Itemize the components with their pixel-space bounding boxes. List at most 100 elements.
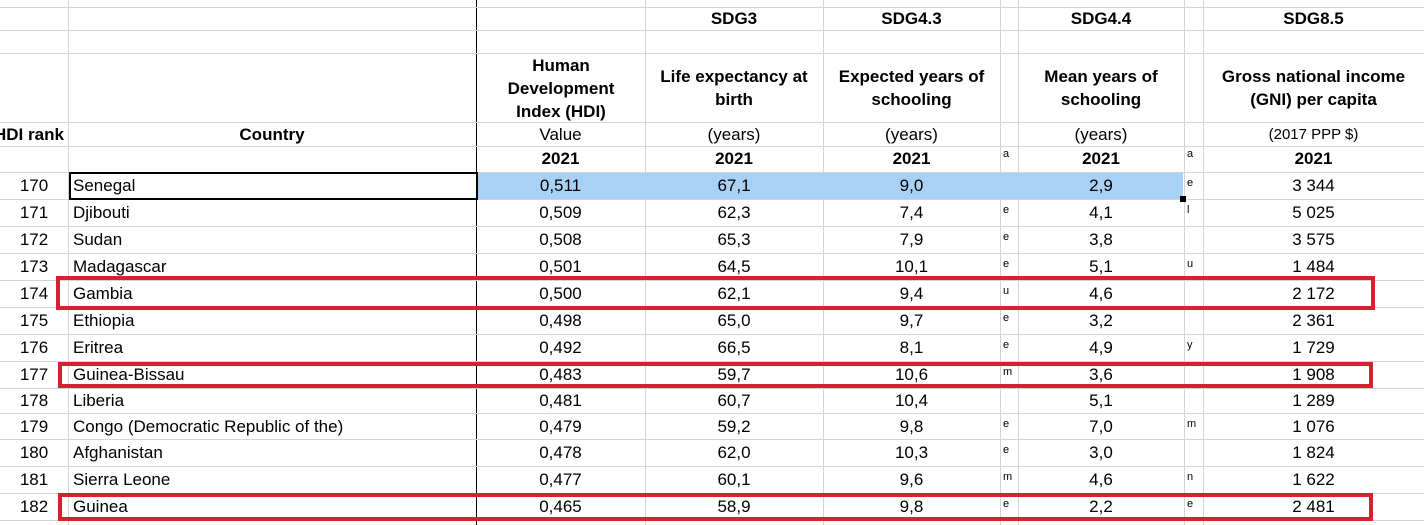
cell-gni[interactable]: 3 575 (1292, 230, 1335, 249)
cell-hdi-value[interactable]: 0,481 (539, 391, 582, 410)
cell-hdi-rank[interactable]: 170 (19, 176, 49, 195)
cell-life-expectancy[interactable]: 62,1 (717, 284, 751, 303)
cell-hdi-rank[interactable]: 179 (19, 417, 49, 436)
cell-mean-schooling[interactable]: 3,0 (1089, 443, 1113, 462)
header-life-expectancy[interactable]: Life expectancy at birth (660, 67, 808, 109)
active-cell[interactable] (69, 172, 478, 200)
cell-hdi-rank[interactable]: 173 (19, 257, 49, 276)
cell-mean-schooling[interactable]: 3,8 (1089, 230, 1113, 249)
cell-expected-schooling[interactable]: 10,1 (894, 257, 929, 276)
cell-gni[interactable]: 5 025 (1292, 203, 1335, 222)
cell-hdi-value[interactable]: 0,483 (539, 365, 582, 384)
cell-expected-schooling[interactable]: 8,1 (899, 338, 924, 357)
cell-hdi-rank[interactable]: 182 (19, 497, 49, 516)
cell-gni[interactable]: 1 289 (1292, 391, 1335, 410)
cell-hdi-value[interactable]: 0,478 (539, 443, 582, 462)
cell-life-expectancy[interactable]: 65,3 (717, 230, 751, 249)
header-gni[interactable]: Gross national income (GNI) per capita (1221, 67, 1406, 109)
cell-hdi-value[interactable]: 0,500 (539, 284, 582, 303)
cell-expected-schooling[interactable]: 7,4 (899, 203, 924, 222)
cell-country[interactable]: Afghanistan (73, 443, 163, 462)
cell-hdi-rank[interactable]: 171 (19, 203, 49, 222)
cell-hdi-rank[interactable]: 176 (19, 338, 49, 357)
cell-life-expectancy[interactable]: 59,2 (717, 417, 751, 436)
cell-expected-schooling[interactable]: 9,8 (899, 497, 924, 516)
cell-hdi-value[interactable]: 0,509 (539, 203, 582, 222)
cell-life-expectancy[interactable]: 67,1 (717, 176, 751, 195)
cell-gni[interactable]: 1 622 (1292, 470, 1335, 489)
cell-mean-schooling[interactable]: 7,0 (1089, 417, 1113, 436)
cell-hdi-value[interactable]: 0,477 (539, 470, 582, 489)
header-hdi[interactable]: Human Development Index (HDI) (507, 56, 615, 121)
cell-mean-schooling[interactable]: 2,2 (1089, 497, 1113, 516)
cell-country[interactable]: Congo (Democratic Republic of the) (73, 417, 344, 436)
cell-hdi-value[interactable]: 0,501 (539, 257, 582, 276)
cell-country[interactable]: Senegal (73, 176, 136, 195)
selection-range[interactable] (478, 173, 1183, 199)
cell-expected-schooling[interactable]: 10,6 (894, 365, 929, 384)
cell-mean-schooling[interactable]: 4,1 (1089, 203, 1113, 222)
cell-hdi-value[interactable]: 0,511 (539, 176, 582, 195)
cell-mean-schooling[interactable]: 5,1 (1089, 257, 1113, 276)
cell-hdi-rank[interactable]: 172 (19, 230, 49, 249)
cell-country[interactable]: Guinea (73, 497, 128, 516)
cell-hdi-value[interactable]: 0,465 (539, 497, 582, 516)
cell-country[interactable]: Sudan (73, 230, 123, 249)
cell-expected-schooling[interactable]: 9,4 (899, 284, 924, 303)
cell-mean-schooling[interactable]: 5,1 (1089, 391, 1113, 410)
cell-country[interactable]: Madagascar (73, 257, 167, 276)
header-country[interactable]: Country (239, 125, 305, 144)
cell-life-expectancy[interactable]: 62,0 (717, 443, 751, 462)
cell-hdi-rank[interactable]: 175 (19, 311, 49, 330)
cell-expected-schooling[interactable]: 10,3 (894, 443, 929, 462)
cell-gni[interactable]: 1 729 (1292, 338, 1335, 357)
cell-hdi-value[interactable]: 0,492 (539, 338, 582, 357)
cell-life-expectancy[interactable]: 58,9 (717, 497, 751, 516)
cell-mean-schooling[interactable]: 4,9 (1089, 338, 1113, 357)
cell-life-expectancy[interactable]: 64,5 (717, 257, 751, 276)
cell-life-expectancy[interactable]: 66,5 (717, 338, 751, 357)
cell-expected-schooling[interactable]: 9,7 (899, 311, 924, 330)
cell-life-expectancy[interactable]: 60,1 (717, 470, 751, 489)
cell-expected-schooling[interactable]: 9,6 (899, 470, 924, 489)
cell-hdi-rank[interactable]: 174 (19, 284, 49, 303)
cell-mean-schooling[interactable]: 3,6 (1089, 365, 1113, 384)
cell-expected-schooling[interactable]: 7,9 (899, 230, 924, 249)
cell-hdi-rank[interactable]: 180 (19, 443, 49, 462)
cell-country[interactable]: Liberia (73, 391, 125, 410)
cell-mean-schooling[interactable]: 4,6 (1089, 470, 1113, 489)
header-expected-schooling[interactable]: Expected years of schooling (838, 67, 985, 109)
cell-life-expectancy[interactable]: 62,3 (717, 203, 751, 222)
cell-gni[interactable]: 1 484 (1292, 257, 1335, 276)
cell-life-expectancy[interactable]: 65,0 (717, 311, 751, 330)
cell-gni[interactable]: 1 908 (1292, 365, 1335, 384)
header-mean-schooling[interactable]: Mean years of schooling (1044, 67, 1158, 109)
cell-country[interactable]: Djibouti (73, 203, 130, 222)
cell-country[interactable]: Gambia (73, 284, 133, 303)
cell-mean-schooling[interactable]: 2,9 (1089, 176, 1113, 195)
cell-life-expectancy[interactable]: 60,7 (717, 391, 751, 410)
cell-life-expectancy[interactable]: 59,7 (717, 365, 751, 384)
cell-gni[interactable]: 3 344 (1292, 176, 1335, 195)
cell-expected-schooling[interactable]: 9,8 (899, 417, 924, 436)
cell-hdi-rank[interactable]: 178 (19, 391, 49, 410)
cell-hdi-value[interactable]: 0,508 (539, 230, 582, 249)
cell-hdi-rank[interactable]: 181 (19, 470, 49, 489)
cell-hdi-value[interactable]: 0,498 (539, 311, 582, 330)
cell-country[interactable]: Ethiopia (73, 311, 135, 330)
cell-mean-schooling[interactable]: 4,6 (1089, 284, 1113, 303)
fill-handle[interactable] (1180, 196, 1186, 202)
cell-country[interactable]: Sierra Leone (73, 470, 171, 489)
cell-country[interactable]: Eritrea (73, 338, 124, 357)
cell-gni[interactable]: 1 076 (1292, 417, 1335, 436)
cell-gni[interactable]: 2 481 (1292, 497, 1335, 516)
cell-expected-schooling[interactable]: 10,4 (894, 391, 929, 410)
cell-expected-schooling[interactable]: 9,0 (899, 176, 924, 195)
cell-gni[interactable]: 2 361 (1292, 311, 1335, 330)
cell-hdi-value[interactable]: 0,479 (539, 417, 582, 436)
cell-gni[interactable]: 2 172 (1292, 284, 1335, 303)
cell-country[interactable]: Guinea-Bissau (73, 365, 185, 384)
cell-hdi-rank[interactable]: 177 (19, 365, 49, 384)
cell-gni[interactable]: 1 824 (1292, 443, 1335, 462)
